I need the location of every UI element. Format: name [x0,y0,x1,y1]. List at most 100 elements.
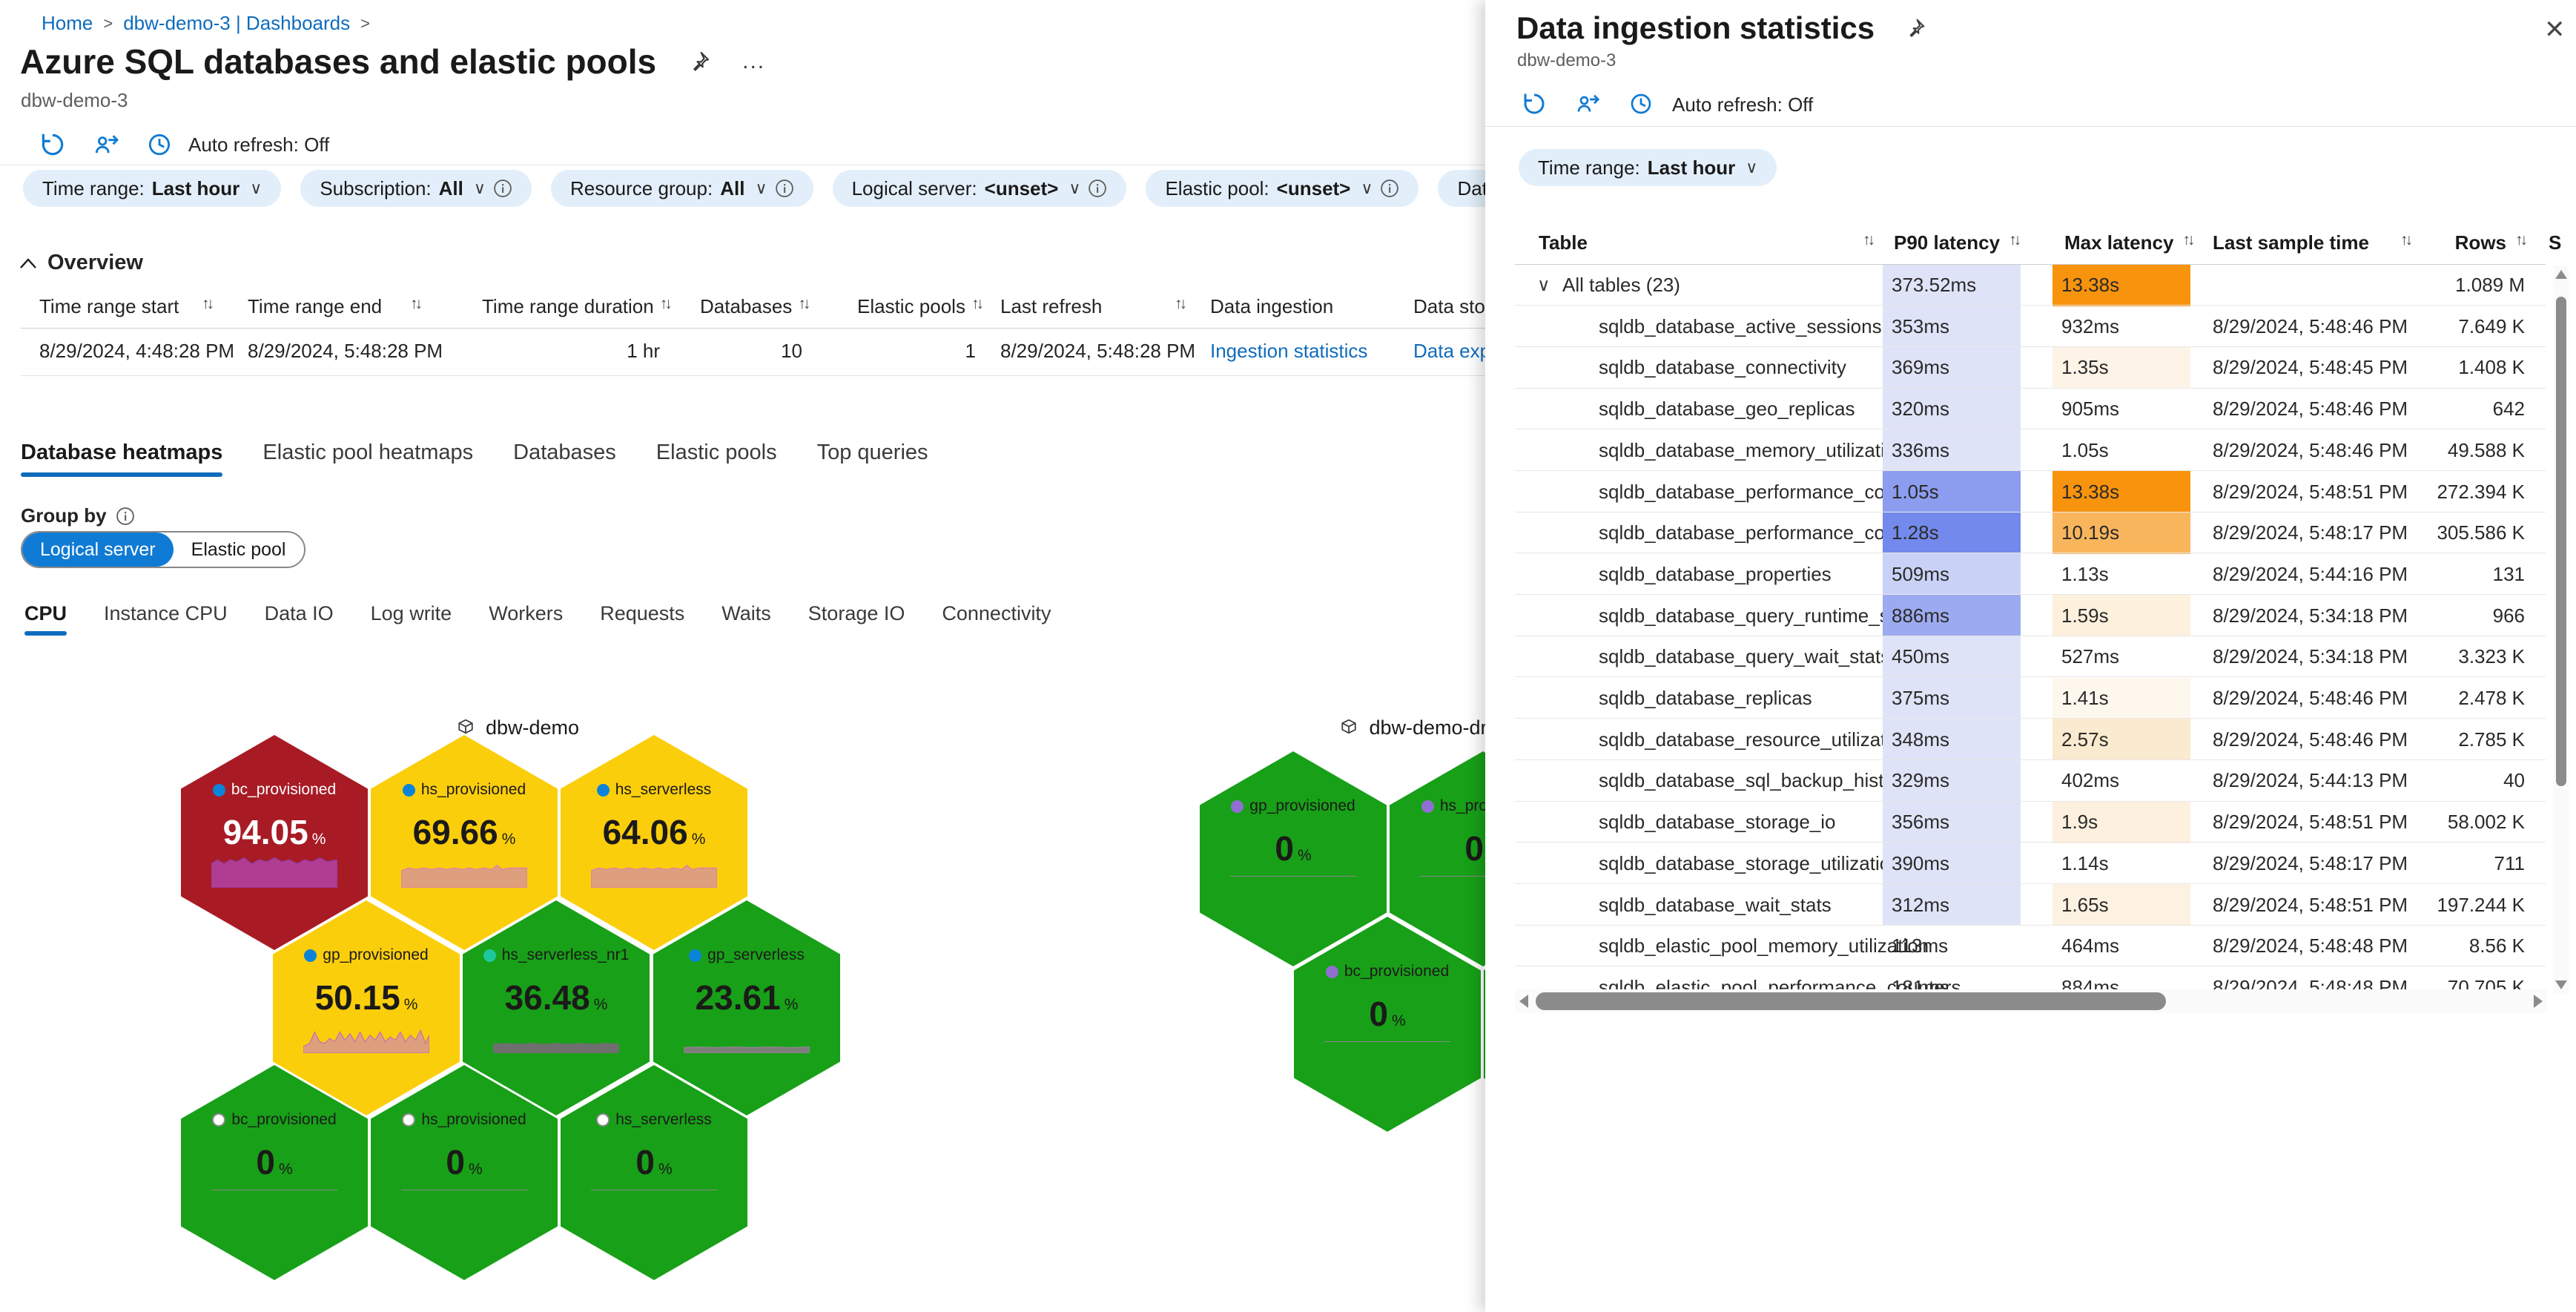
chevron-expand-icon[interactable]: ∨ [1537,275,1550,295]
panel-close-icon[interactable]: ✕ [2544,16,2566,44]
scroll-right-icon[interactable] [2534,995,2543,1008]
auto-refresh-clock-icon[interactable] [145,131,174,159]
table-row[interactable]: sqldb_database_storage_io 356ms 1.9s 8/29/2… [1485,801,2552,843]
scroll-up-icon[interactable] [2555,270,2567,279]
table-row[interactable]: sqldb_elastic_pool_memory_utilization 113… [1485,926,2552,967]
sort-icon[interactable]: ↑↓ [2515,231,2528,248]
info-icon[interactable] [116,507,135,526]
group-by-option-logical-server[interactable]: Logical server [22,533,174,567]
overview-column-header[interactable]: Elastic pools ↑↓ [857,295,984,318]
group-by-option-elastic-pool[interactable]: Elastic pool [191,538,286,560]
heatmap-hex-gp_serverless[interactable]: gp_serverless 23.61% [653,900,840,1115]
scroll-down-icon[interactable] [2555,980,2567,989]
heatmap-hex-hs_serverless_nr1[interactable]: hs_serverless_nr1 36.48% [463,900,650,1115]
info-icon[interactable] [775,179,794,198]
info-icon[interactable] [493,179,512,198]
tab-database-heatmaps[interactable]: Database heatmaps [21,441,223,477]
filter-pill-time-range[interactable]: Time range: Last hour ∨ [23,170,282,207]
table-row[interactable]: sqldb_database_replicas 375ms 1.41s 8/29/20… [1485,677,2552,719]
filter-pill-database[interactable]: Database:<unset>∨ [1438,170,1485,207]
metric-tab-requests[interactable]: Requests [600,602,685,624]
filter-pill-logical-server[interactable]: Logical server: <unset> ∨ [832,170,1127,207]
info-icon[interactable] [1380,179,1399,198]
breadcrumb-link[interactable]: dbw-demo-3 | Dashboards [123,12,351,34]
metric-tab-storage-io[interactable]: Storage IO [808,602,905,624]
heatmap-hex-gp_provisioned[interactable]: gp_provisioned 0% [1200,751,1387,966]
filter-pill-resource-group[interactable]: Resource group: All ∨ [550,170,813,207]
heatmap-hex-bc_provisioned[interactable]: bc_provisioned 0% [1294,917,1481,1132]
sort-icon[interactable]: ↑↓ [1175,295,1187,312]
sort-icon[interactable]: ↑↓ [2400,231,2413,248]
panel-pin-icon[interactable] [1904,17,1926,39]
panel-column-header-rows[interactable]: Rows ↑↓ [2405,231,2528,254]
metric-tab-data-io[interactable]: Data IO [264,602,334,624]
table-row-all-tables[interactable]: ∨ All tables (23) 373.52ms 13.38s 1.089 M [1485,264,2552,306]
overview-column-header[interactable]: Time range duration ↑↓ [482,295,673,318]
table-row[interactable]: sqldb_database_resource_utilization 348ms… [1485,719,2552,761]
pin-icon[interactable] [687,50,711,73]
metric-tab-waits[interactable]: Waits [721,602,771,624]
tab-elastic-pools[interactable]: Elastic pools [655,441,777,464]
overview-column-header[interactable]: Databases ↑↓ [700,295,810,318]
overview-column-header[interactable]: Time range end ↑↓ [248,295,423,318]
heatmap-hex-hs_serverless[interactable]: hs_serverless 64.06% [561,735,747,950]
sort-icon[interactable]: ↑↓ [410,295,423,312]
heatmap-hex-bc_provisioned[interactable]: bc_provisioned 0% [181,1065,368,1280]
metric-tab-connectivity[interactable]: Connectivity [942,602,1051,624]
sort-icon[interactable]: ↑↓ [971,295,984,312]
horizontal-scrollbar[interactable] [1515,989,2547,1013]
sort-icon[interactable]: ↑↓ [1863,231,1875,248]
table-row[interactable]: sqldb_database_query_runtime_stats 886ms 1… [1485,595,2552,637]
metric-tab-workers[interactable]: Workers [489,602,564,624]
panel-column-header-max-latency[interactable]: Max latency ↑↓ [2064,231,2195,254]
table-row[interactable]: sqldb_database_memory_utilization 336ms 1.… [1485,429,2552,472]
table-row[interactable]: sqldb_database_query_wait_stats 450ms 527m… [1485,636,2552,678]
panel-column-header-last-sample-time[interactable]: Last sample time ↑↓ [2213,231,2413,254]
horizontal-scrollbar-thumb[interactable] [1536,992,2166,1010]
filter-pill-elastic-pool[interactable]: Elastic pool: <unset> ∨ [1146,170,1419,207]
info-icon[interactable] [1088,179,1107,198]
overview-column-header[interactable]: Last refresh ↑↓ [1000,295,1187,318]
overview-cell[interactable]: Ingestion statistics [1210,340,1368,362]
metric-tab-instance-cpu[interactable]: Instance CPU [104,602,228,624]
metric-tab-cpu[interactable]: CPU [24,602,67,636]
heatmap-hex-hs_serverless[interactable]: hs_serverless 0% [561,1065,747,1280]
table-row[interactable]: sqldb_database_properties 509ms 1.13s 8/29/… [1485,553,2552,596]
table-row[interactable]: sqldb_database_wait_stats 312ms 1.65s 8/29/… [1485,884,2552,926]
sort-icon[interactable]: ↑↓ [798,295,810,312]
table-row[interactable]: sqldb_database_performance_counters 1.05s… [1485,471,2552,512]
table-row[interactable]: sqldb_database_connectivity 369ms 1.35s 8/2… [1485,346,2552,389]
panel-feedback-icon[interactable] [1574,90,1602,119]
panel-auto-refresh-clock-icon[interactable] [1628,90,1656,119]
table-row[interactable]: sqldb_database_sql_backup_history 329ms 40… [1485,759,2552,802]
heatmap-hex-hs_provisioned[interactable]: hs_provisioned 0% [371,1065,558,1280]
vertical-scrollbar[interactable] [2554,266,2569,994]
metric-tab-log-write[interactable]: Log write [370,602,452,624]
sort-icon[interactable]: ↑↓ [202,295,214,312]
table-row[interactable]: sqldb_database_geo_replicas 320ms 905ms 8/2… [1485,388,2552,430]
table-row[interactable]: sqldb_database_active_sessions 353ms 932ms… [1485,306,2552,348]
vertical-scrollbar-thumb[interactable] [2556,297,2566,786]
overview-column-header[interactable]: Time range start ↑↓ [39,295,214,318]
refresh-icon[interactable] [39,131,67,159]
tab-databases[interactable]: Databases [513,441,616,464]
heatmap-hex-bc_provisioned[interactable]: bc_provisioned 94.05% [181,735,368,950]
tab-elastic-pool-heatmaps[interactable]: Elastic pool heatmaps [262,441,474,464]
panel-time-range-filter[interactable]: Time range: Last hour ∨ [1519,149,1777,186]
overview-cell[interactable]: Data expl [1413,340,1485,362]
panel-refresh-icon[interactable] [1521,90,1549,119]
scroll-left-icon[interactable] [1519,995,1528,1008]
table-row[interactable]: sqldb_database_storage_utilization 390ms 1… [1485,843,2552,885]
panel-column-header-table[interactable]: Table ↑↓ [1539,231,1875,254]
breadcrumb-link[interactable]: Home [42,12,93,34]
table-row[interactable]: sqldb_database_performance_counters 1.28s… [1485,512,2552,554]
sort-icon[interactable]: ↑↓ [2009,231,2021,248]
overview-heading[interactable]: Overview [19,251,143,275]
more-button[interactable]: ... [742,49,766,73]
tab-top-queries[interactable]: Top queries [816,441,928,464]
panel-column-header-p90-latency[interactable]: P90 latency ↑↓ [1894,231,2021,254]
feedback-icon[interactable] [92,131,120,159]
sort-icon[interactable]: ↑↓ [2182,231,2195,248]
heatmap-hex-hs_provisioned[interactable]: hs_provisioned 69.66% [371,735,558,950]
filter-pill-subscription[interactable]: Subscription: All ∨ [300,170,532,207]
